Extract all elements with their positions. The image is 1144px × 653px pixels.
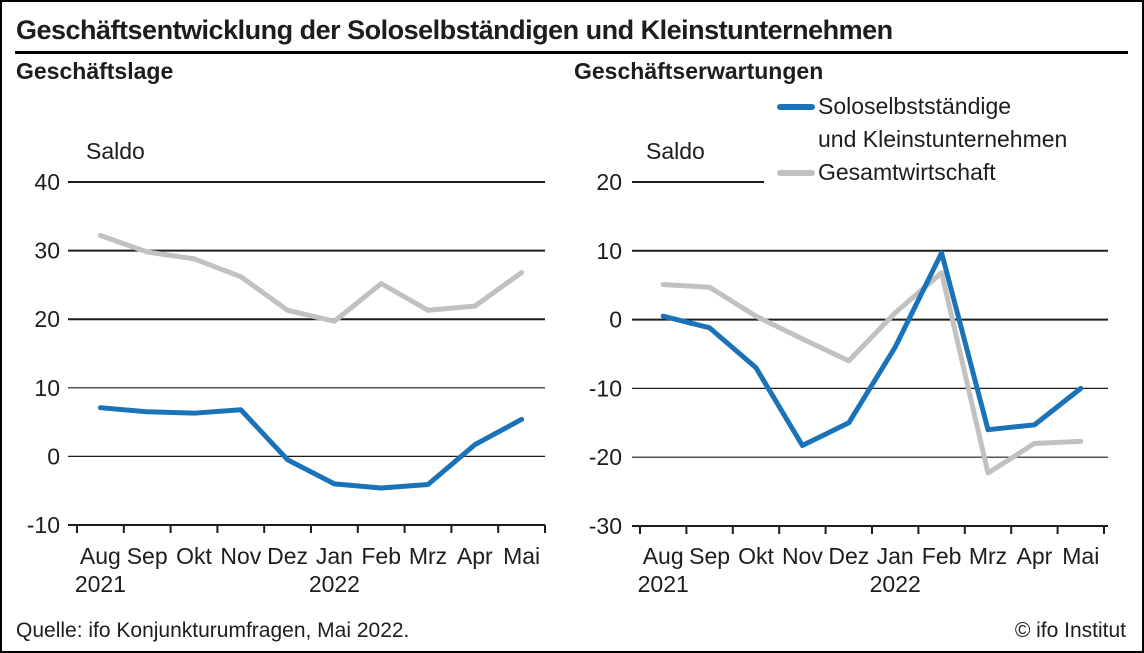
svg-text:Apr: Apr: [457, 543, 493, 569]
svg-text:Mai: Mai: [503, 543, 540, 569]
svg-text:Aug: Aug: [643, 543, 684, 569]
svg-text:Sep: Sep: [127, 543, 168, 569]
svg-text:-10: -10: [27, 512, 60, 538]
svg-text:Aug: Aug: [80, 543, 121, 569]
svg-text:10: 10: [34, 375, 60, 401]
legend: Soloselbstständige und Kleinstunternehme…: [777, 90, 1067, 189]
svg-text:Mrz: Mrz: [969, 543, 1007, 569]
title-divider: [15, 51, 1128, 54]
legend-label-gesamtwirtschaft: Gesamtwirtschaft: [818, 159, 996, 185]
svg-text:Mai: Mai: [1062, 543, 1099, 569]
svg-text:2021: 2021: [638, 571, 689, 597]
page-title: Geschäftsentwicklung der Soloselbständig…: [16, 15, 893, 45]
svg-text:Sep: Sep: [689, 543, 730, 569]
svg-text:Jan: Jan: [877, 543, 914, 569]
svg-text:Jan: Jan: [316, 543, 353, 569]
right-chart-title: Geschäftserwartungen: [574, 58, 824, 84]
svg-text:10: 10: [596, 238, 622, 264]
svg-text:20: 20: [596, 169, 622, 195]
svg-text:Dez: Dez: [267, 543, 308, 569]
legend-row-soloselbststaendige-line2: und Kleinstunternehmen: [777, 123, 1067, 156]
svg-text:Okt: Okt: [176, 543, 212, 569]
left-chart-title: Geschäftslage: [16, 58, 174, 84]
legend-row-gesamtwirtschaft: Gesamtwirtschaft: [777, 156, 1067, 189]
left-y-axis-label: Saldo: [86, 138, 145, 164]
geschaeftserwartungen-chart: 20 10 0 -10 -20 -30 Aug Sep Okt Nov Dez Jan Feb Mrz Ap…: [589, 169, 1108, 597]
svg-text:Nov: Nov: [782, 543, 823, 569]
svg-text:0: 0: [609, 307, 622, 333]
legend-line-gesamtwirtschaft-icon: [777, 169, 815, 176]
legend-line-soloselbststaendige-icon: [777, 103, 815, 110]
svg-text:Nov: Nov: [220, 543, 261, 569]
svg-text:-30: -30: [589, 513, 622, 539]
legend-row-soloselbststaendige: Soloselbstständige: [777, 90, 1067, 123]
svg-text:Feb: Feb: [361, 543, 401, 569]
svg-text:30: 30: [34, 238, 60, 264]
legend-label-soloselbststaendige-line1: Soloselbstständige: [818, 93, 1012, 119]
svg-text:Mrz: Mrz: [409, 543, 447, 569]
svg-text:0: 0: [47, 443, 60, 469]
copyright-note: © ifo Institut: [1014, 619, 1126, 642]
geschaeftslage-chart: 40 30 20 10 0 -10 Aug Sep Okt Nov Dez Jan Feb Mrz Apr M…: [27, 169, 546, 597]
svg-text:Apr: Apr: [1017, 543, 1053, 569]
svg-text:20: 20: [34, 306, 60, 332]
svg-text:2022: 2022: [309, 571, 360, 597]
svg-text:Feb: Feb: [922, 543, 962, 569]
legend-label-soloselbststaendige-line2: und Kleinstunternehmen: [818, 126, 1068, 152]
svg-text:2021: 2021: [75, 571, 126, 597]
right-y-axis-label: Saldo: [646, 138, 705, 164]
svg-text:-20: -20: [589, 444, 622, 470]
source-note: Quelle: ifo Konjunkturumfragen, Mai 2022…: [16, 619, 410, 642]
svg-text:40: 40: [34, 169, 60, 195]
svg-text:Okt: Okt: [738, 543, 774, 569]
svg-text:2022: 2022: [870, 571, 921, 597]
svg-text:Dez: Dez: [828, 543, 869, 569]
svg-text:-10: -10: [589, 375, 622, 401]
